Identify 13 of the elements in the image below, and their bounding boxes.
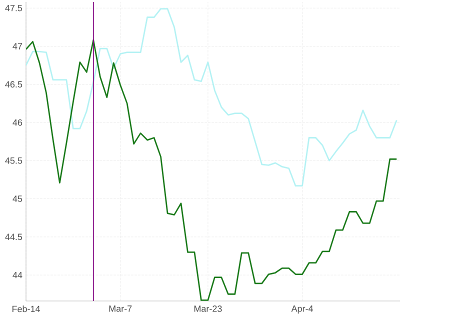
x-tick-label: Feb-14 (12, 306, 40, 312)
line-series (26, 39, 398, 301)
x-tick-label: Apr-4 (291, 306, 314, 314)
y-tick-label: 46 (12, 119, 22, 126)
y-tick-label: 47 (12, 43, 22, 50)
y-tick-label: 47.5 (5, 4, 22, 12)
y-tick-label: 45.5 (5, 158, 22, 164)
y-tick-label: 44.5 (5, 234, 22, 240)
y-tick-label: 46.5 (5, 81, 22, 88)
y-tick-label: 45 (12, 196, 22, 202)
y-tick-label: 44 (12, 272, 22, 278)
x-tick-label: Mar-7 (109, 306, 132, 312)
x-tick-label: Mar-23 (194, 306, 222, 312)
